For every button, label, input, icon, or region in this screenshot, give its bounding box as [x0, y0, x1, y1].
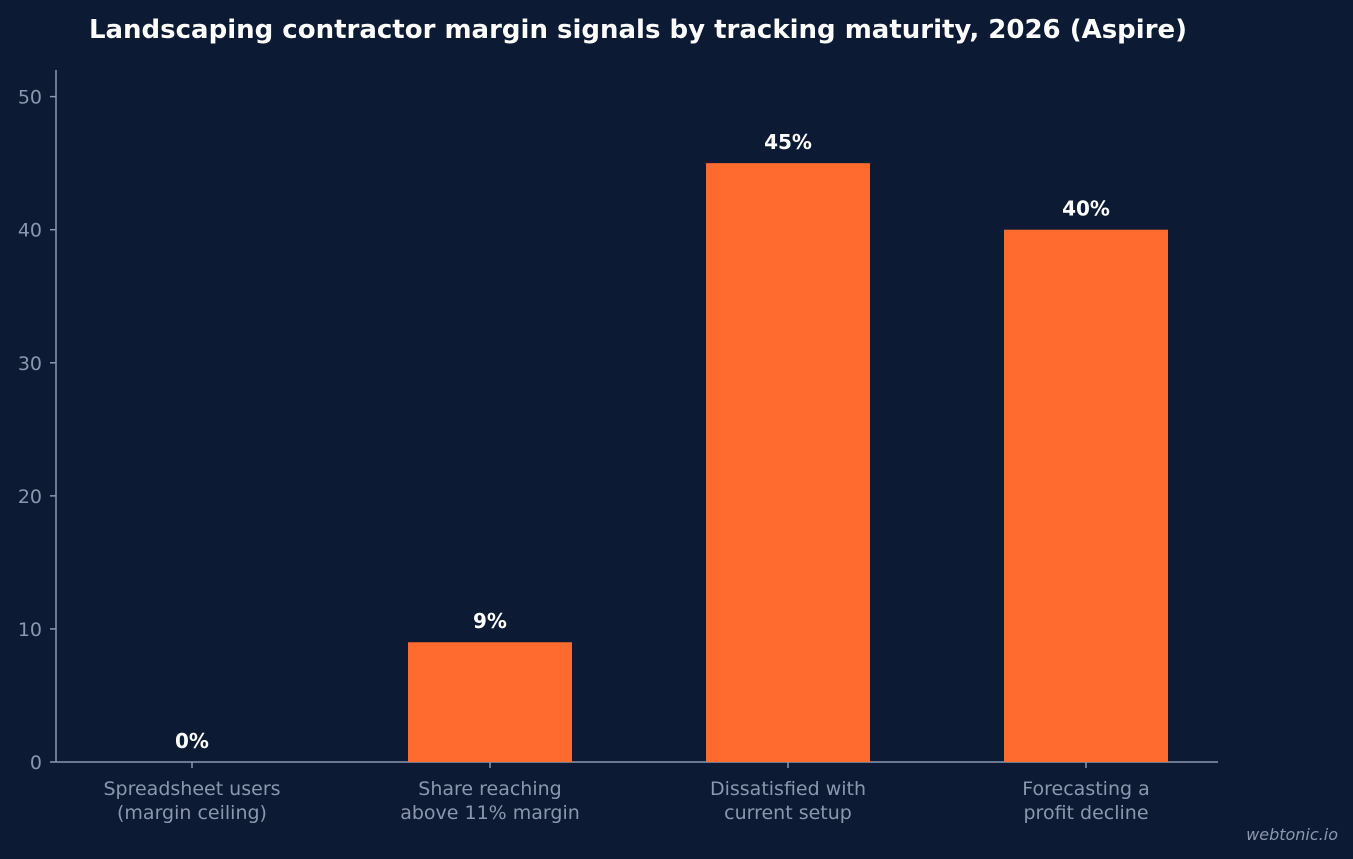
- bar: [1004, 229, 1168, 762]
- bar-value-label: 40%: [1062, 197, 1110, 221]
- watermark-text: webtonic.io: [1246, 825, 1338, 844]
- y-tick-label: 10: [18, 619, 42, 641]
- x-tick-label: Dissatisfied with: [710, 778, 866, 800]
- x-tick-label: Share reaching: [418, 778, 561, 800]
- bar-value-label: 9%: [473, 609, 507, 633]
- y-axis: 0 10 20 30 40 50: [18, 70, 57, 774]
- x-tick-label: (margin ceiling): [117, 802, 267, 824]
- x-tick-label: current setup: [724, 802, 852, 824]
- x-tick-label: Spreadsheet users: [103, 778, 280, 800]
- bar: [706, 163, 870, 763]
- value-labels: 0% 9% 45% 40%: [175, 130, 1110, 753]
- bar: [408, 642, 572, 762]
- bars: [408, 163, 1168, 763]
- x-axis: Spreadsheet users(margin ceiling) Share r…: [56, 761, 1218, 824]
- y-tick-label: 0: [30, 752, 42, 774]
- y-tick-label: 30: [18, 353, 42, 375]
- y-tick-label: 40: [18, 220, 42, 242]
- x-tick-label: profit decline: [1023, 802, 1148, 824]
- x-tick-label: above 11% margin: [400, 802, 580, 824]
- chart-title: Landscaping contractor margin signals by…: [89, 15, 1187, 45]
- bar-value-label: 45%: [764, 130, 812, 154]
- y-tick-label: 20: [18, 486, 42, 508]
- x-tick-label: Forecasting a: [1022, 778, 1149, 800]
- y-tick-label: 50: [18, 87, 42, 109]
- bar-value-label: 0%: [175, 729, 209, 753]
